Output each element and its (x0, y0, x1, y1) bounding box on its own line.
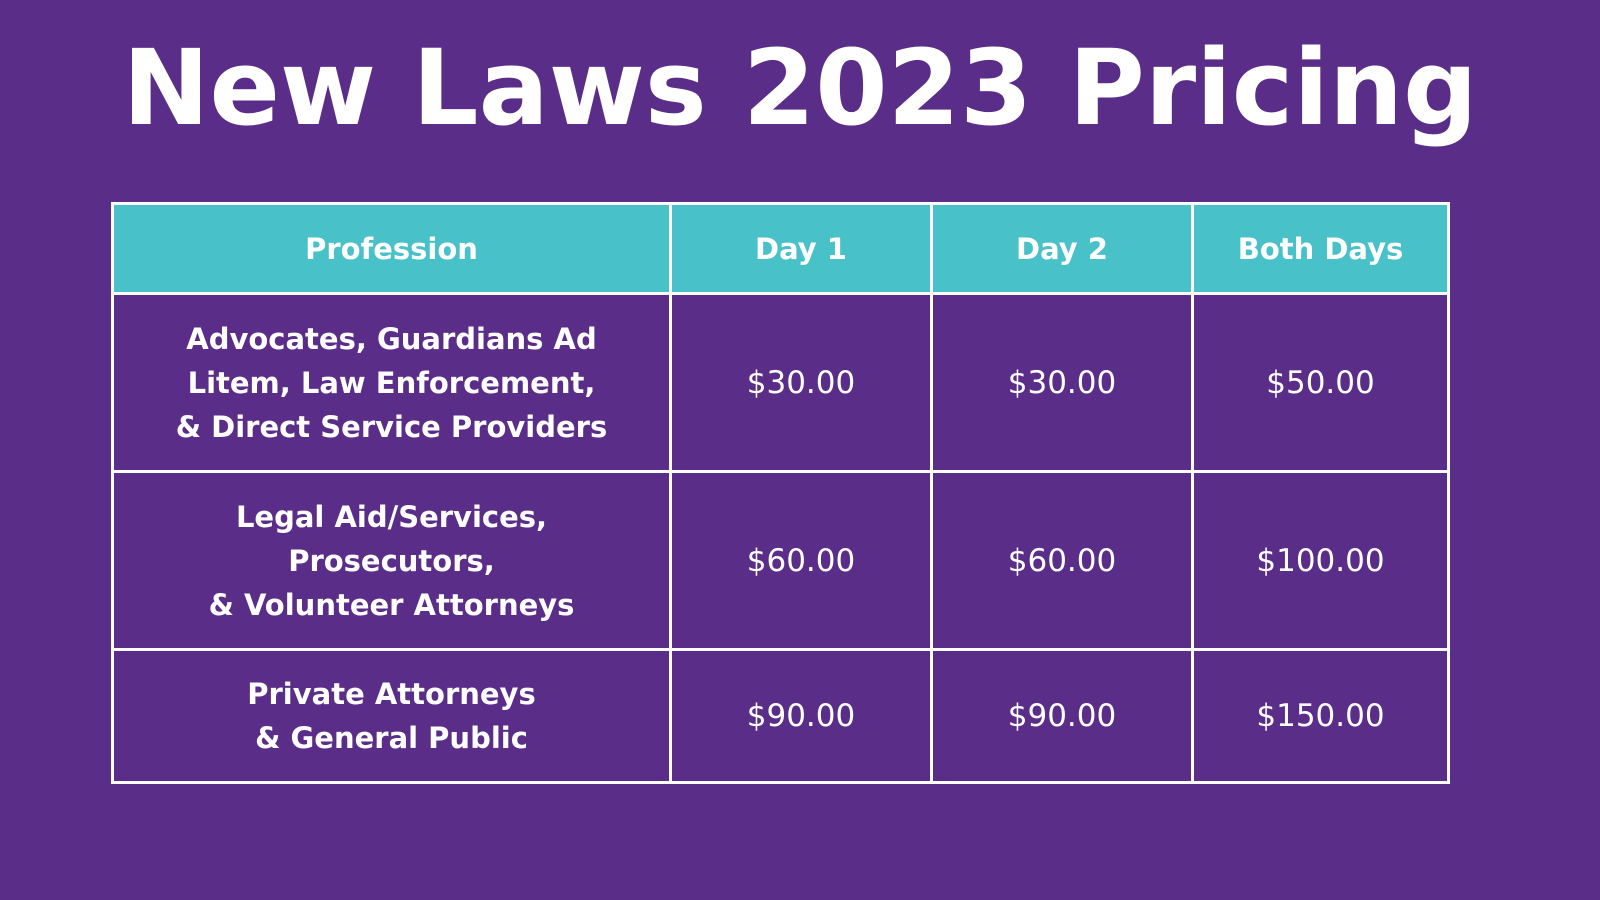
price-day-2: $60.00 (930, 470, 1194, 651)
table-header: Profession Day 1 Day 2 Both Days (111, 202, 1450, 295)
profession-line: Advocates, Guardians Ad (186, 321, 597, 356)
table-row: Private Attorneys & General Public $90.0… (111, 648, 1450, 784)
profession-line: & Direct Service Providers (175, 409, 608, 444)
header-both-days: Both Days (1191, 202, 1450, 295)
price-day-2: $90.00 (930, 648, 1194, 784)
price-day-1: $60.00 (669, 470, 933, 651)
header-profession: Profession (111, 202, 672, 295)
header-day-2: Day 2 (930, 202, 1194, 295)
profession-line: & General Public (255, 721, 528, 755)
profession-line: Litem, Law Enforcement, (187, 365, 596, 400)
profession-cell: Private Attorneys & General Public (111, 648, 672, 784)
profession-line: Legal Aid/Services, (235, 499, 548, 534)
profession-line: Private Attorneys (247, 677, 536, 711)
profession-line: Prosecutors, (288, 543, 495, 578)
table-row: Legal Aid/Services, Prosecutors, & Volun… (111, 470, 1450, 651)
price-day-2: $30.00 (930, 292, 1194, 473)
pricing-table: Profession Day 1 Day 2 Both Days Advocat… (111, 202, 1450, 784)
price-day-1: $30.00 (669, 292, 933, 473)
profession-cell: Legal Aid/Services, Prosecutors, & Volun… (111, 470, 672, 651)
price-both-days: $100.00 (1191, 470, 1450, 651)
price-day-1: $90.00 (669, 648, 933, 784)
header-row: Profession Day 1 Day 2 Both Days (111, 202, 1450, 295)
price-both-days: $50.00 (1191, 292, 1450, 473)
table-body: Advocates, Guardians Ad Litem, Law Enfor… (111, 292, 1450, 784)
header-day-1: Day 1 (669, 202, 933, 295)
page-title: New Laws 2023 Pricing (122, 27, 1478, 149)
profession-line: & Volunteer Attorneys (208, 587, 575, 622)
table-row: Advocates, Guardians Ad Litem, Law Enfor… (111, 292, 1450, 473)
price-both-days: $150.00 (1191, 648, 1450, 784)
profession-cell: Advocates, Guardians Ad Litem, Law Enfor… (111, 292, 672, 473)
